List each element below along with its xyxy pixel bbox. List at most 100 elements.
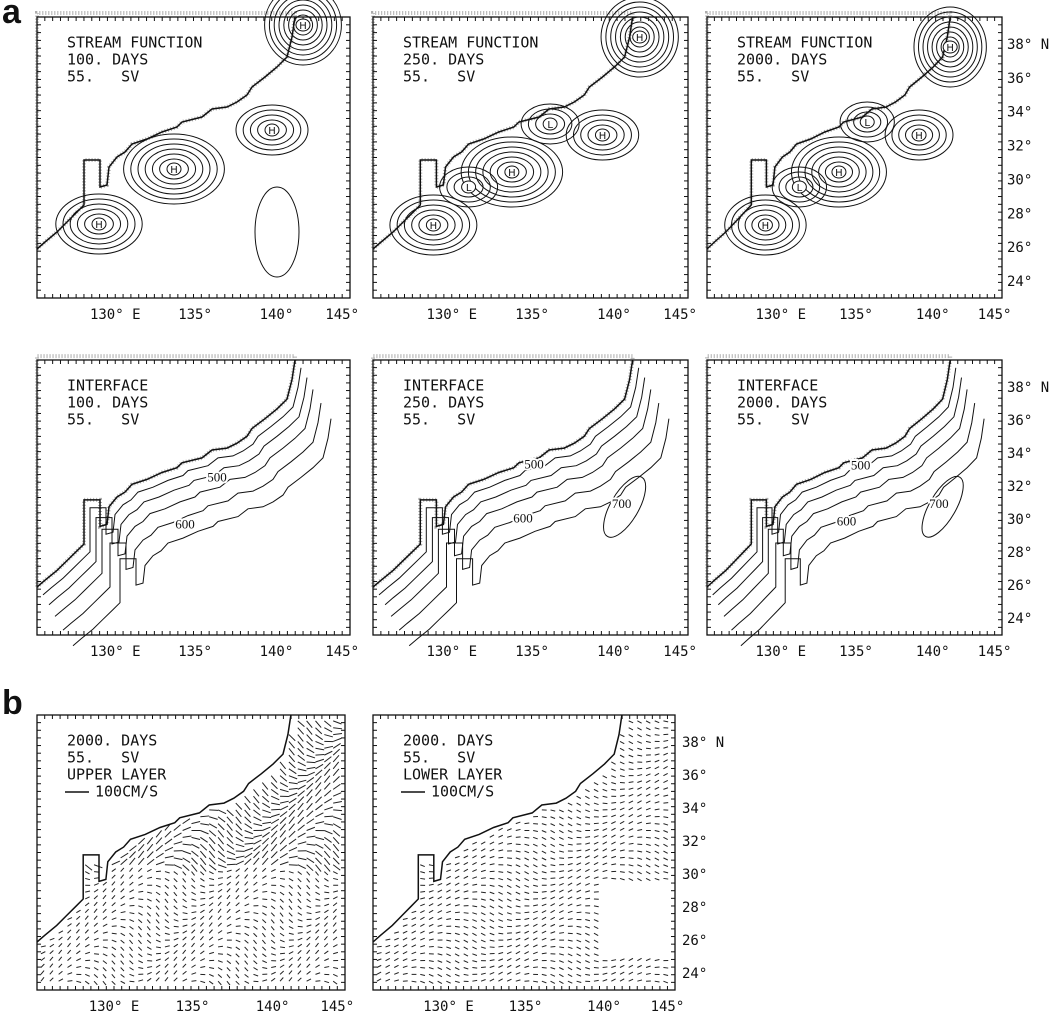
velocity-vector	[480, 946, 486, 949]
lon-tick-label: 140°	[916, 307, 950, 323]
velocity-vector	[120, 903, 126, 907]
coastline	[36, 16, 296, 250]
velocity-vector	[253, 795, 260, 804]
velocity-vector	[541, 843, 547, 847]
velocity-vector	[244, 967, 249, 972]
velocity-vector	[645, 740, 651, 744]
velocity-vector	[446, 863, 452, 866]
velocity-vector	[550, 903, 556, 907]
velocity-vector	[297, 977, 302, 982]
velocity-vector	[244, 858, 252, 866]
velocity-vector	[454, 855, 460, 859]
velocity-vector	[147, 953, 153, 956]
velocity-vector	[49, 943, 55, 948]
velocity-vector	[208, 980, 214, 985]
velocity-vector	[279, 919, 284, 924]
velocity-vector	[428, 960, 434, 963]
velocity-vector	[324, 790, 332, 797]
velocity-vector	[332, 754, 340, 763]
velocity-vector	[515, 821, 521, 825]
velocity-vector	[332, 761, 340, 770]
velocity-vector	[84, 902, 90, 907]
velocity-vector	[200, 836, 208, 843]
velocity-vector	[288, 803, 296, 811]
velocity-vector	[315, 884, 320, 889]
coastline	[706, 359, 951, 588]
velocity-vector	[120, 874, 125, 879]
velocity-vector	[58, 949, 63, 955]
velocity-vector	[332, 775, 340, 783]
velocity-vector	[576, 904, 582, 907]
velocity-vector	[182, 857, 191, 863]
velocity-vector	[244, 830, 254, 835]
velocity-vector	[155, 852, 164, 859]
contour-label: H	[636, 33, 644, 44]
velocity-vector	[288, 768, 297, 775]
velocity-vector	[619, 827, 625, 831]
velocity-vector	[645, 877, 651, 882]
velocity-vector	[619, 978, 625, 982]
velocity-vector	[420, 903, 425, 907]
velocity-vector	[498, 952, 504, 955]
velocity-vector	[323, 936, 328, 941]
velocity-vector	[385, 951, 391, 955]
velocity-vector	[654, 864, 660, 868]
velocity-vector	[619, 775, 625, 778]
velocity-vector	[489, 965, 495, 968]
velocity-vector	[428, 883, 434, 886]
velocity-vector	[262, 826, 271, 831]
velocity-vector	[191, 936, 196, 941]
velocity-vector	[315, 821, 325, 825]
velocity-vector	[489, 834, 495, 838]
velocity-vector	[332, 922, 337, 927]
velocity-vector	[515, 912, 521, 914]
velocity-vector	[270, 843, 278, 852]
velocity-vector	[288, 754, 296, 763]
interface-contour	[48, 377, 308, 606]
velocity-vector	[288, 787, 298, 790]
velocity-vector	[280, 952, 285, 955]
velocity-vector	[297, 912, 303, 916]
velocity-vector	[654, 727, 660, 730]
velocity-vector	[515, 979, 521, 982]
lon-tick-label: 135°	[178, 644, 212, 660]
velocity-vector	[235, 909, 241, 914]
velocity-vector	[164, 905, 169, 910]
velocity-vector	[315, 782, 322, 790]
velocity-vector	[498, 891, 503, 895]
velocity-vector	[208, 830, 217, 837]
velocity-vector	[585, 836, 591, 838]
velocity-vector	[619, 964, 625, 968]
velocity-vector	[297, 857, 307, 861]
panel-text: 2000. DAYS	[737, 51, 827, 69]
velocity-vector	[567, 939, 573, 942]
panel-text: LOWER LAYER	[403, 766, 503, 784]
velocity-vector	[306, 978, 312, 982]
velocity-vector	[645, 760, 651, 763]
velocity-vector	[593, 883, 599, 886]
velocity-vector	[619, 849, 625, 852]
velocity-vector	[279, 946, 285, 949]
velocity-vector	[279, 932, 285, 937]
velocity-vector	[585, 925, 590, 929]
velocity-vector	[217, 967, 223, 971]
velocity-vector	[454, 882, 460, 886]
velocity-vector	[506, 864, 512, 867]
velocity-vector	[191, 917, 197, 920]
velocity-vector	[235, 974, 240, 979]
velocity-vector	[524, 930, 530, 934]
velocity-vector	[446, 896, 451, 900]
velocity-vector	[120, 939, 125, 944]
velocity-vector	[628, 864, 634, 867]
velocity-vector	[58, 956, 63, 961]
velocity-vector	[506, 912, 512, 915]
lon-tick-label: 130° E	[90, 644, 141, 660]
velocity-vector	[164, 970, 169, 975]
velocity-vector	[297, 816, 305, 824]
lat-tick-label: 32°	[1007, 139, 1032, 155]
velocity-vector	[76, 943, 81, 948]
velocity-vector	[420, 891, 426, 893]
velocity-vector	[576, 896, 582, 900]
velocity-vector	[619, 801, 625, 804]
velocity-vector	[376, 952, 382, 955]
